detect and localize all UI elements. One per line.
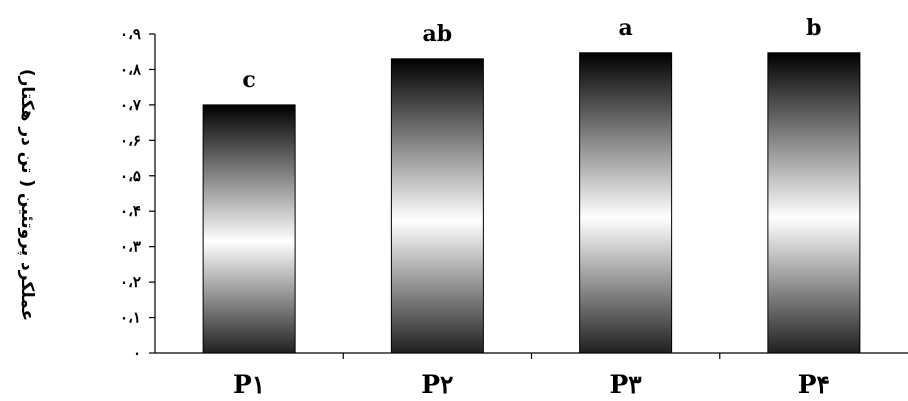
y-axis-title: عملکرد پروتئین ( تن در هکتار) — [17, 69, 37, 321]
y-tick-label: ۰،۶ — [120, 131, 141, 149]
y-tick-label: ۰،۳ — [120, 238, 141, 256]
bar — [767, 52, 861, 354]
axes: ۰ ۰،۱ ۰،۲ ۰،۳ ۰،۴ ۰،۵ ۰،۶ ۰،۷ ۰،۸ ۰،۹ — [120, 25, 908, 362]
bar — [202, 104, 296, 354]
bar-data-label: ab — [423, 21, 453, 47]
bar — [390, 58, 484, 354]
bars — [202, 52, 861, 354]
y-tick-label: ۰،۸ — [120, 60, 142, 78]
y-tick-label: ۰،۴ — [120, 202, 141, 220]
x-tick-label: P۱ — [233, 370, 265, 399]
x-tick-label: P۲ — [421, 370, 453, 399]
y-tick-label: ۰،۲ — [120, 273, 141, 291]
y-tick-label: ۰،۵ — [120, 167, 141, 185]
y-tick-label: ۰،۷ — [120, 96, 142, 114]
bar-data-label: b — [806, 15, 821, 41]
bar — [579, 52, 673, 354]
y-tick-label: ۰،۹ — [120, 25, 141, 43]
x-tick-label: P۴ — [798, 370, 830, 399]
x-tick-label: P۳ — [610, 370, 643, 399]
labels: c P۱ ab P۲ a P۳ b P۴ — [233, 15, 830, 399]
bar-data-label: c — [242, 67, 255, 93]
y-tick-label: ۰،۱ — [120, 309, 141, 327]
y-tick-label: ۰ — [133, 344, 141, 362]
bar-data-label: a — [618, 15, 632, 41]
